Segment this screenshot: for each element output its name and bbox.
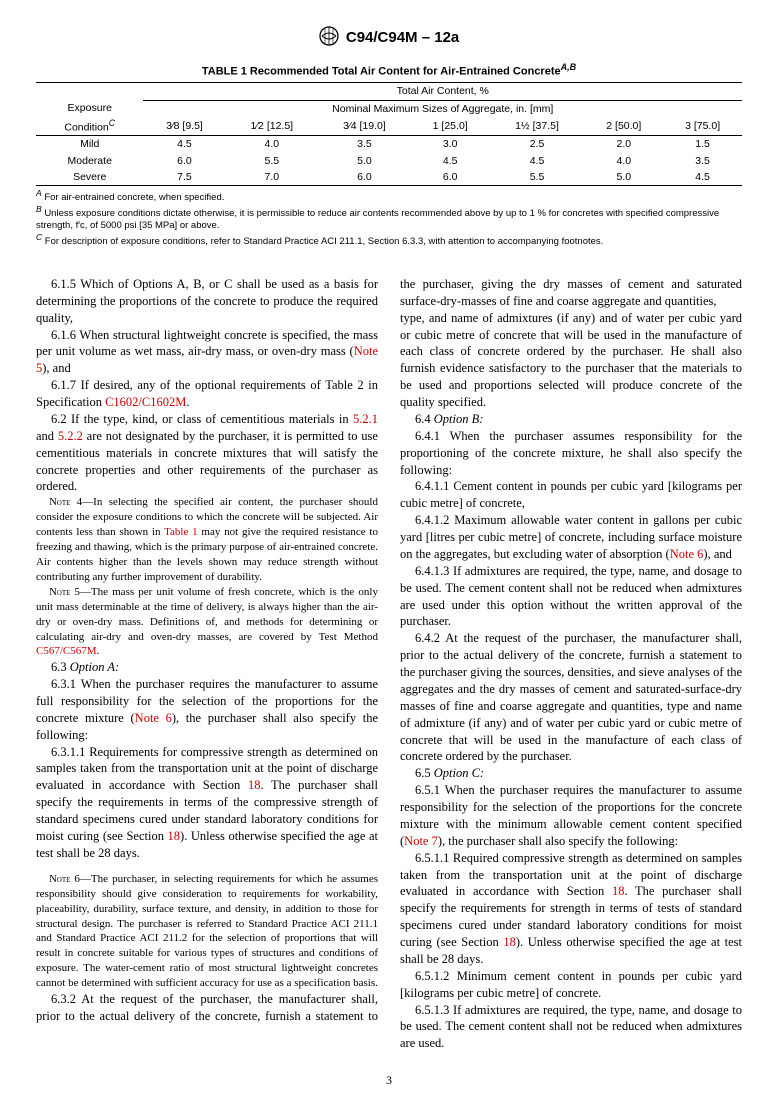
table-row: Mild 4.54.03.53.02.52.01.5	[36, 136, 742, 153]
table-header-top: Total Air Content, %	[143, 83, 742, 100]
para-6-5-1-3: 6.5.1.3 If admixtures are required, the …	[400, 1002, 742, 1053]
heading-6-5: 6.5 Option C:	[400, 765, 742, 782]
para-6-1-6: 6.1.6 When structural lightweight concre…	[36, 327, 378, 378]
col-2: 3⁄4 [19.0]	[318, 117, 411, 136]
para-6-4-1-3: 6.4.1.3 If admixtures are required, the …	[400, 563, 742, 631]
para-6-2: 6.2 If the type, kind, or class of cemen…	[36, 411, 378, 495]
page-number: 3	[36, 1072, 742, 1088]
ref-5-2-1: 5.2.1	[353, 412, 378, 426]
para-6-4-2: 6.4.2 At the request of the purchaser, t…	[400, 630, 742, 765]
para-6-5-1: 6.5.1 When the purchaser requires the ma…	[400, 782, 742, 850]
table-footnote-refs: A,B	[561, 62, 577, 72]
ref-18-c: 18	[612, 884, 625, 898]
note-4: Note 4—In selecting the specified air co…	[36, 495, 378, 584]
table-row: Severe 7.57.06.06.05.55.04.5	[36, 169, 742, 186]
note-6-ref-b: Note 6	[670, 547, 704, 561]
para-6-1-7: 6.1.7 If desired, any of the optional re…	[36, 377, 378, 411]
c567-ref: C567/C567M	[36, 645, 97, 657]
footnote-b: Unless exposure conditions dictate other…	[36, 208, 719, 231]
astm-logo	[319, 26, 339, 51]
para-6-1-5: 6.1.5 Which of Options A, B, or C shall …	[36, 276, 378, 327]
para-6-3-1-1: 6.3.1.1 Requirements for compressive str…	[36, 744, 378, 862]
col-0: 3⁄8 [9.5]	[143, 117, 225, 136]
col-5: 2 [50.0]	[584, 117, 663, 136]
table-footnotes: A For air-entrained concrete, when speci…	[36, 188, 742, 248]
ref-18-b: 18	[168, 829, 181, 843]
col-4: 1½ [37.5]	[490, 117, 585, 136]
para-6-4-1: 6.4.1 When the purchaser assumes respons…	[400, 428, 742, 479]
ref-5-2-2: 5.2.2	[58, 429, 83, 443]
footnote-a: For air-entrained concrete, when specifi…	[44, 192, 224, 203]
para-6-5-1-1: 6.5.1.1 Required compressive strength as…	[400, 850, 742, 968]
heading-6-3: 6.3 Option A:	[36, 659, 378, 676]
heading-6-4: 6.4 Option B:	[400, 411, 742, 428]
para-6-5-1-2: 6.5.1.2 Minimum cement content in pounds…	[400, 968, 742, 1002]
note-6-ref: Note 6	[135, 711, 172, 725]
condition-label: ConditionC	[36, 117, 143, 136]
page-header: C94/C94M – 12a	[36, 26, 742, 51]
c1602-ref: C1602/C1602M	[105, 395, 186, 409]
exposure-label: Exposure	[36, 100, 143, 117]
table-caption-text: TABLE 1 Recommended Total Air Content fo…	[202, 66, 561, 78]
col-3: 1 [25.0]	[411, 117, 490, 136]
standard-designation: C94/C94M – 12a	[346, 28, 459, 48]
ref-18-d: 18	[503, 935, 516, 949]
table-row: Moderate 6.05.55.04.54.54.03.5	[36, 153, 742, 169]
para-6-4-1-2: 6.4.1.2 Maximum allowable water content …	[400, 512, 742, 563]
col-6: 3 [75.0]	[663, 117, 742, 136]
footnote-c: For description of exposure conditions, …	[45, 236, 604, 247]
note-7-ref: Note 7	[404, 834, 438, 848]
para-6-3-1: 6.3.1 When the purchaser requires the ma…	[36, 676, 378, 744]
para-6-3-2-cont: type, and name of admixtures (if any) an…	[400, 310, 742, 411]
air-content-table: Total Air Content, % ExposureNominal Max…	[36, 82, 742, 186]
para-6-4-1-1: 6.4.1.1 Cement content in pounds per cub…	[400, 478, 742, 512]
note-5: Note 5—The mass per unit volume of fresh…	[36, 585, 378, 660]
table-header-sub: Nominal Maximum Sizes of Aggregate, in. …	[143, 100, 742, 117]
col-1: 1⁄2 [12.5]	[225, 117, 318, 136]
table-caption: TABLE 1 Recommended Total Air Content fo…	[36, 61, 742, 80]
table-1-ref: Table 1	[164, 526, 198, 538]
note-6: Note 6—The purchaser, in selecting requi…	[36, 872, 378, 991]
ref-18-a: 18	[248, 778, 261, 792]
body-columns: 6.1.5 Which of Options A, B, or C shall …	[36, 276, 742, 1052]
